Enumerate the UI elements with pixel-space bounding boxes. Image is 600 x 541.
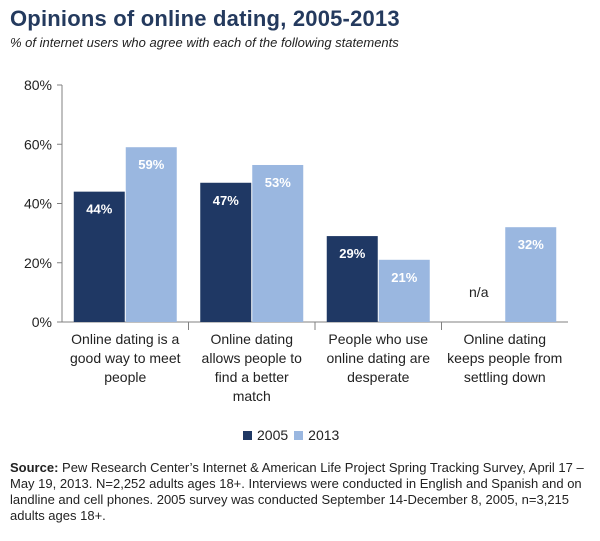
source-text: Pew Research Center’s Internet & America… — [10, 460, 584, 523]
category-label: Online dating is a — [71, 331, 179, 347]
category-label: people — [104, 369, 146, 385]
category-label: match — [233, 388, 271, 404]
data-label-2005: 44% — [86, 202, 112, 217]
bar-2013 — [252, 164, 304, 322]
data-label-2013: 21% — [391, 270, 417, 285]
data-label-2013: 32% — [518, 237, 544, 252]
bar-2013 — [378, 259, 430, 322]
y-tick-label: 20% — [24, 255, 52, 271]
data-label-2005: 29% — [339, 246, 365, 261]
legend-swatch-2005 — [243, 430, 252, 440]
legend-label-2005: 2005 — [257, 427, 289, 443]
bar-chart: 0% 20% 40% 60% 80% 44% 59% Online dating is a go… — [24, 77, 568, 404]
category-label: desperate — [347, 369, 409, 385]
category-label: Online dating — [463, 331, 546, 347]
legend-item-2013: 2013 — [294, 427, 339, 443]
legend: 2005 2013 — [243, 427, 345, 443]
bar-2005 — [326, 236, 378, 322]
data-label-2013: 59% — [138, 157, 164, 172]
category-label: keeps people from — [447, 350, 562, 366]
category-label: settling down — [464, 369, 546, 385]
data-label-2005: 47% — [213, 193, 239, 208]
bar-2005 — [200, 182, 252, 322]
bar-2005 — [73, 191, 125, 322]
category-label: online dating are — [326, 350, 430, 366]
category-label: People who use — [328, 331, 428, 347]
category-label: find a better — [215, 369, 289, 385]
category-label: Online dating — [210, 331, 293, 347]
data-label-2005: n/a — [469, 284, 489, 300]
data-label-2013: 53% — [265, 175, 291, 190]
y-tick-label: 80% — [24, 77, 52, 93]
category-label: good way to meet — [70, 350, 181, 366]
y-tick-label: 40% — [24, 196, 52, 212]
bar-2013 — [125, 147, 177, 322]
chart-subtitle: % of internet users who agree with each … — [10, 35, 399, 50]
y-tick-label: 60% — [24, 136, 52, 152]
bar-2013 — [505, 227, 557, 322]
chart-title: Opinions of online dating, 2005-2013 — [10, 6, 400, 31]
y-tick-label: 0% — [32, 314, 52, 330]
source-label: Source: — [10, 460, 59, 475]
legend-item-2005: 2005 — [243, 427, 288, 443]
legend-label-2013: 2013 — [308, 427, 340, 443]
category-label: allows people to — [202, 350, 303, 366]
source-note: Source: Pew Research Center’s Internet &… — [10, 460, 592, 524]
legend-swatch-2013 — [294, 430, 304, 440]
